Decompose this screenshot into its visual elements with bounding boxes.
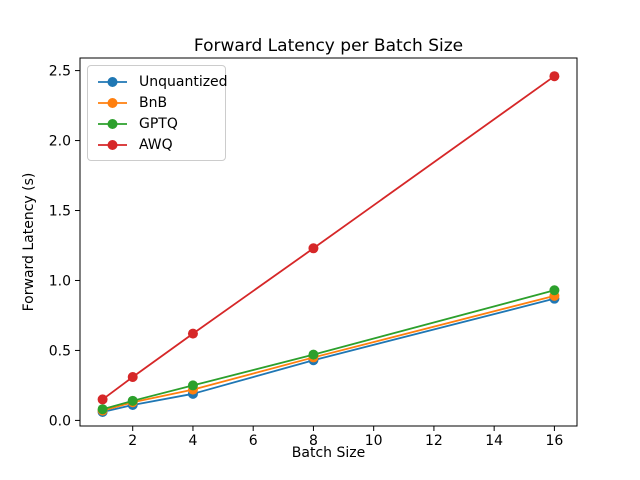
data-point	[308, 349, 319, 360]
x-tick-label: 8	[309, 433, 318, 449]
legend: Unquantized BnB GPTQ AWQ	[87, 65, 228, 161]
legend-line-sample	[98, 76, 127, 87]
series-AWQ	[97, 71, 560, 405]
y-tick-label: 2.5	[49, 64, 71, 80]
legend-line-sample	[98, 118, 127, 129]
data-point	[97, 404, 108, 415]
axes-spines	[79, 57, 578, 427]
data-point	[187, 328, 198, 339]
data-point	[308, 243, 319, 254]
data-point	[549, 285, 560, 296]
legend-item-GPTQ: GPTQ	[97, 113, 217, 134]
x-tick-label: 10	[365, 433, 383, 449]
y-tick-label: 1.5	[49, 204, 71, 220]
x-axis-label: Batch Size	[291, 445, 366, 461]
data-point	[127, 372, 138, 383]
legend-line-sample	[98, 139, 127, 150]
y-tick-label: 1.0	[49, 273, 71, 289]
legend-item-AWQ: AWQ	[97, 134, 217, 155]
legend-line-sample	[98, 97, 127, 108]
x-tick-label: 14	[485, 433, 503, 449]
y-tick-label: 0.0	[49, 413, 71, 429]
x-tick-label: 6	[249, 433, 258, 449]
series-line	[102, 294, 555, 412]
legend-item-BnB: BnB	[97, 92, 217, 113]
x-tick-label: 2	[128, 433, 137, 449]
x-tick-label: 16	[545, 433, 563, 449]
y-axis-ticks: 0.0 0.5 1.0 1.5 2.0 2.5	[49, 64, 80, 429]
legend-item-Unquantized: Unquantized	[97, 71, 228, 92]
data-point	[127, 395, 138, 406]
legend-label: AWQ	[139, 136, 173, 153]
series-GPTQ	[97, 285, 560, 415]
y-axis-label: Forward Latency (s)	[21, 172, 37, 312]
legend-label: GPTQ	[139, 115, 178, 132]
y-tick-label: 2.0	[49, 134, 71, 150]
data-point	[187, 380, 198, 391]
legend-label: Unquantized	[139, 73, 228, 90]
data-point	[97, 394, 108, 405]
x-axis-ticks: 2 4 6 8 10 12 14 16	[128, 426, 563, 449]
data-point	[549, 71, 560, 82]
chart-title: Forward Latency per Batch Size	[193, 36, 464, 56]
y-tick-label: 0.5	[49, 343, 71, 359]
x-tick-label: 4	[188, 433, 197, 449]
legend-label: BnB	[139, 94, 168, 111]
x-tick-label: 12	[425, 433, 443, 449]
